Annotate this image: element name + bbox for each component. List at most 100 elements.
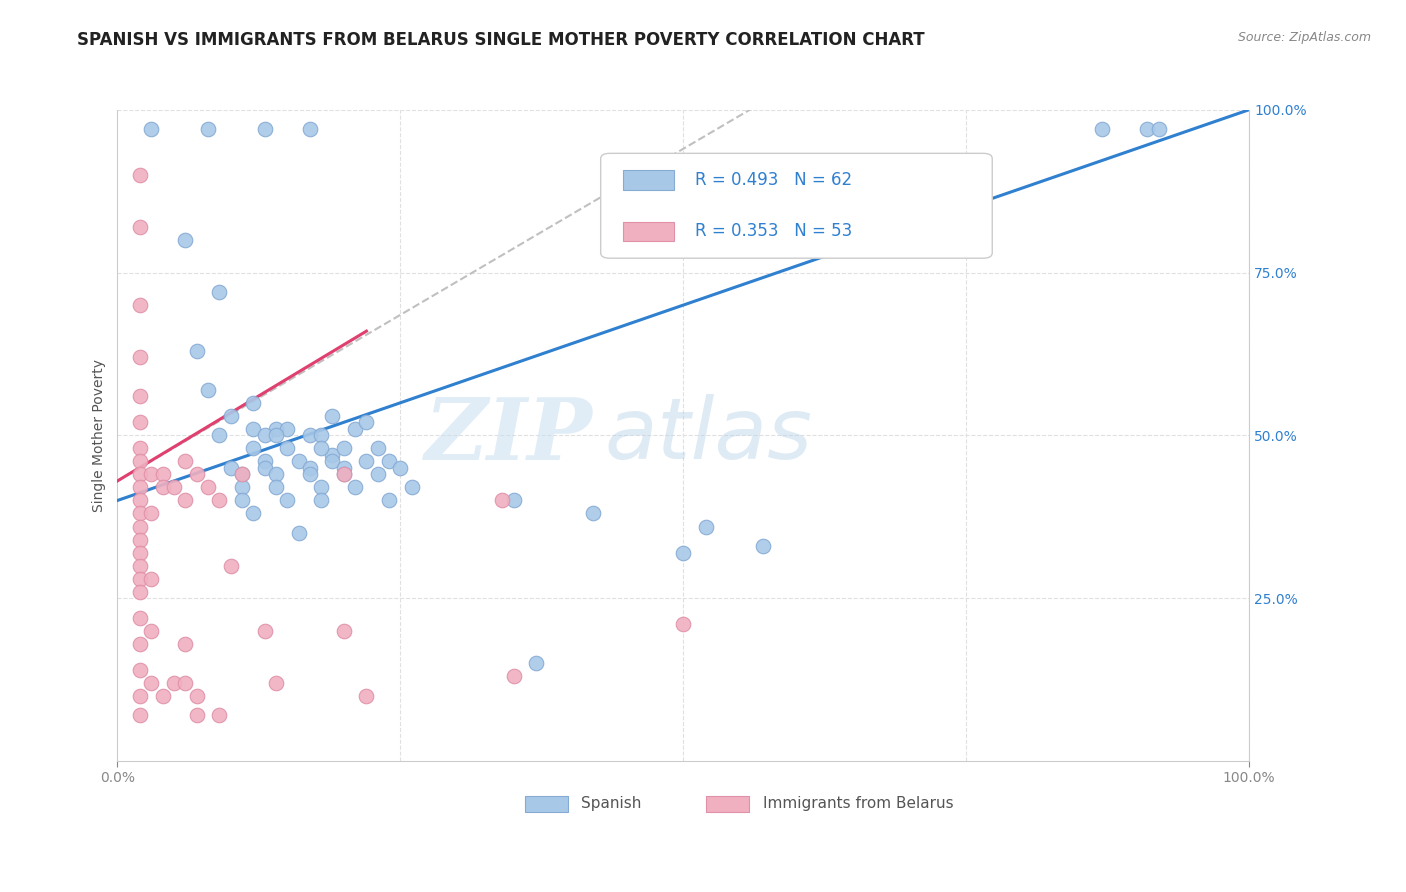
Point [333,624,356,638]
Text: SPANISH VS IMMIGRANTS FROM BELARUS SINGLE MOTHER POVERTY CORRELATION CHART: SPANISH VS IMMIGRANTS FROM BELARUS SINGL… [77,31,925,49]
Y-axis label: Single Mother Poverty: Single Mother Poverty [93,359,107,512]
Point [129,480,152,494]
Point [356,415,378,429]
Point [129,519,152,533]
Point [129,545,152,559]
Point [129,467,152,482]
Point [129,442,152,456]
Point [152,480,174,494]
Point [129,708,152,723]
Point [174,676,197,690]
Point [344,422,367,436]
Point [333,467,356,482]
Point [174,637,197,651]
Text: atlas: atlas [605,394,813,477]
Point [321,454,343,468]
Point [242,442,264,456]
Point [129,219,152,234]
Point [231,493,253,508]
Point [186,689,208,703]
Point [231,480,253,494]
Point [197,480,219,494]
Point [389,461,412,475]
Point [219,461,242,475]
Point [298,461,321,475]
Point [287,526,309,541]
Point [174,454,197,468]
Point [367,467,389,482]
Point [298,122,321,136]
Point [141,572,163,586]
Point [321,409,343,423]
Point [186,467,208,482]
Point [264,480,287,494]
Point [333,461,356,475]
Point [186,343,208,358]
Point [129,558,152,573]
Point [197,122,219,136]
Point [253,122,276,136]
Point [264,428,287,442]
Point [672,545,695,559]
Point [298,467,321,482]
Point [231,467,253,482]
Point [401,480,423,494]
Point [163,480,186,494]
Point [129,533,152,547]
Point [174,233,197,247]
Point [309,442,332,456]
Point [276,442,298,456]
Point [129,350,152,364]
Text: R = 0.493   N = 62: R = 0.493 N = 62 [695,171,852,189]
Point [276,493,298,508]
Point [264,676,287,690]
Point [163,676,186,690]
Point [129,389,152,403]
FancyBboxPatch shape [600,153,993,258]
Point [129,168,152,182]
Point [186,708,208,723]
Point [344,480,367,494]
Point [129,572,152,586]
Point [141,624,163,638]
Point [129,689,152,703]
Point [309,493,332,508]
Point [751,539,773,553]
Point [242,396,264,410]
Point [333,442,356,456]
Point [298,428,321,442]
Point [208,493,231,508]
Point [219,409,242,423]
Text: ZIP: ZIP [425,393,593,477]
Point [208,428,231,442]
Point [208,708,231,723]
Point [129,584,152,599]
Point [141,507,163,521]
Point [231,467,253,482]
Point [253,454,276,468]
Point [253,624,276,638]
Bar [623,170,675,190]
Point [367,442,389,456]
Bar [706,796,749,812]
Point [219,558,242,573]
Point [208,285,231,299]
Point [253,428,276,442]
Point [309,480,332,494]
Point [321,448,343,462]
Point [174,493,197,508]
Bar [623,222,675,241]
Point [129,507,152,521]
Point [378,493,401,508]
Point [309,428,332,442]
Bar [524,796,568,812]
Point [276,422,298,436]
Point [333,467,356,482]
Point [491,493,513,508]
Point [502,493,524,508]
Point [242,422,264,436]
Point [129,663,152,677]
Text: Source: ZipAtlas.com: Source: ZipAtlas.com [1237,31,1371,45]
Point [1136,122,1159,136]
Point [1091,122,1114,136]
